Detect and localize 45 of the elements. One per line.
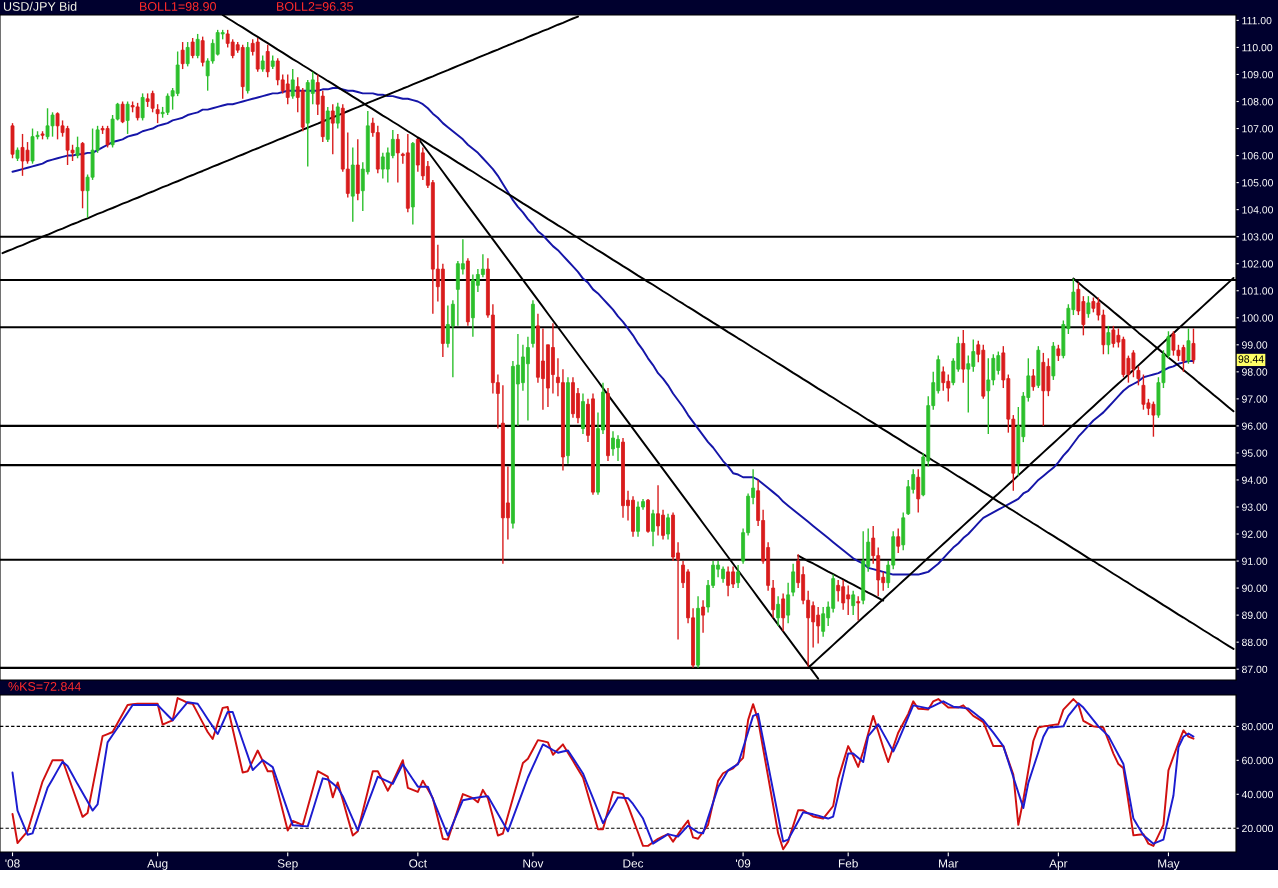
- x-tick-label: Oct: [409, 859, 427, 868]
- x-tick-label: May: [1158, 859, 1180, 870]
- y-tick-label: 98.00: [1242, 368, 1268, 376]
- x-tick-label: Aug: [147, 859, 168, 870]
- text: %KS=72.844: [8, 682, 81, 691]
- x-tick-label: Dec: [623, 859, 644, 868]
- y-tick-label: 101.00: [1242, 287, 1274, 295]
- text: BOLL2=96.35: [277, 2, 353, 11]
- y-tick-label: 93.00: [1242, 503, 1268, 511]
- x-tick-label: Feb: [838, 858, 858, 868]
- y-tick-label: 88.00: [1242, 638, 1268, 647]
- y-tick-label: 107.00: [1242, 125, 1274, 133]
- y-tick-label: 96.00: [1242, 422, 1268, 430]
- y-tick-label: 90.00: [1242, 584, 1268, 592]
- y-tick-label: 97.00: [1242, 395, 1268, 403]
- chart-title: USD/JPY Bid: [3, 1, 77, 11]
- y-tick-label: 109.00: [1242, 70, 1274, 79]
- x-tick-label: '08: [5, 859, 20, 868]
- x-tick-label: Mar: [939, 859, 959, 868]
- x-tick-label: '09: [736, 859, 751, 868]
- text: BOLL1=98.90: [140, 2, 217, 11]
- y-tick-label: 60.000: [1242, 756, 1274, 765]
- y-tick-label: 99.00: [1242, 341, 1268, 349]
- y-tick-label: 102.00: [1242, 260, 1274, 268]
- y-tick-label: 92.00: [1242, 530, 1268, 538]
- y-tick-label: 91.00: [1242, 557, 1268, 565]
- y-tick-label: 94.00: [1242, 476, 1268, 484]
- y-tick-label: 87.00: [1242, 665, 1268, 674]
- y-tick-label: 105.00: [1242, 179, 1274, 187]
- y-tick-label: 110.00: [1242, 43, 1273, 52]
- x-tick-label: Sep: [277, 859, 298, 870]
- y-tick-label: 40.000: [1241, 790, 1274, 799]
- y-tick-label: 104.00: [1242, 206, 1274, 214]
- x-tick-label: Nov: [523, 859, 544, 868]
- y-tick-label: 106.00: [1242, 152, 1274, 160]
- y-tick-label: 80.000: [1242, 722, 1274, 731]
- x-tick-label: Apr: [1049, 859, 1068, 870]
- y-tick-label: 111.00: [1242, 16, 1272, 25]
- annotation: 98.44: [1238, 355, 1264, 363]
- y-tick-label: 103.00: [1242, 233, 1274, 241]
- y-tick-label: 108.00: [1242, 98, 1274, 106]
- y-tick-label: 100.00: [1242, 314, 1274, 322]
- y-tick-label: 89.00: [1242, 611, 1268, 619]
- y-tick-label: 95.00: [1242, 449, 1268, 457]
- y-tick-label: 20.000: [1242, 824, 1274, 833]
